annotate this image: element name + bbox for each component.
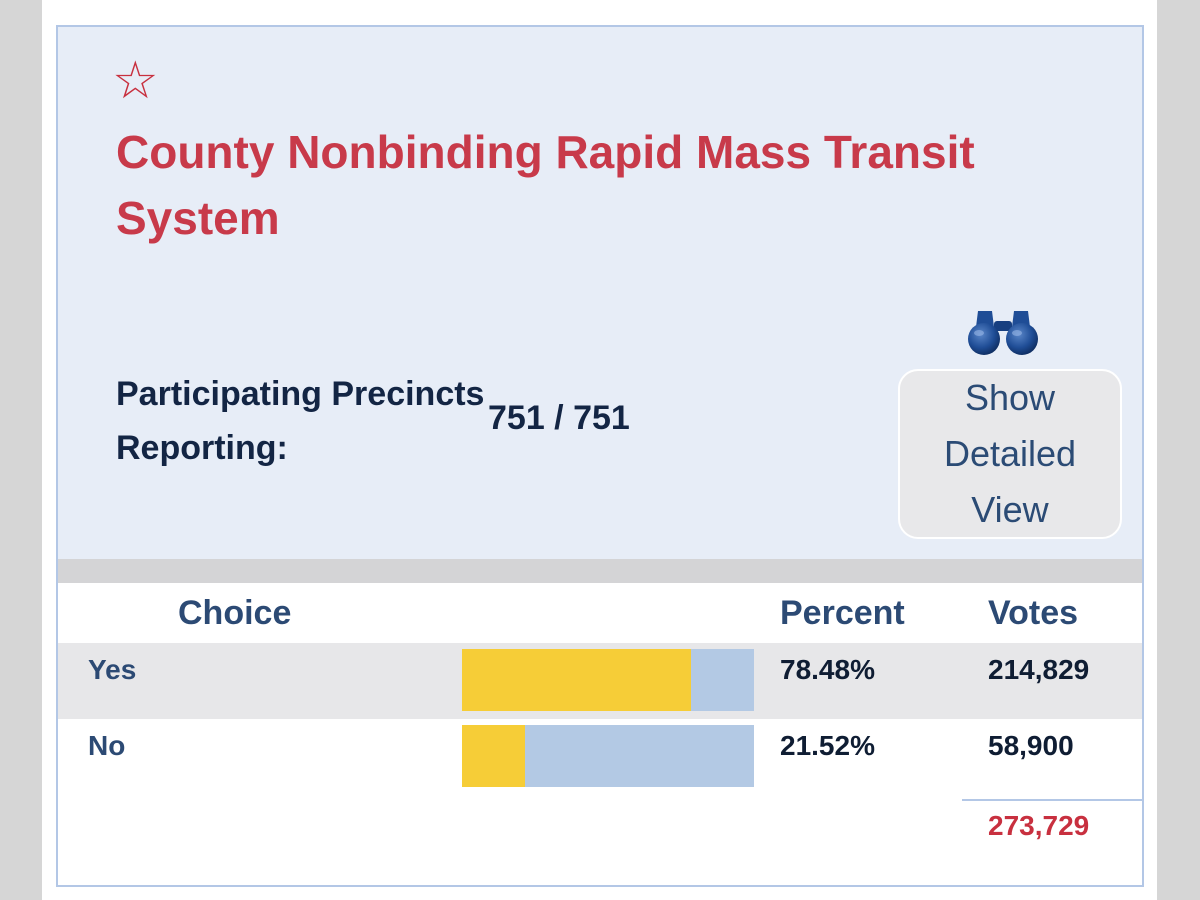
choice-label: No bbox=[88, 730, 126, 761]
precincts-reporting-label: Participating Precincts Reporting: bbox=[116, 375, 485, 467]
column-header-choice: Choice bbox=[178, 594, 292, 632]
star-outline-icon[interactable]: ☆ bbox=[112, 52, 159, 110]
precincts-reporting-value: 751 / 751 bbox=[488, 399, 630, 437]
vote-share-bar-fill bbox=[462, 725, 525, 787]
page: ☆ County Nonbinding Rapid Mass Transit S… bbox=[42, 0, 1157, 900]
vote-share-bar bbox=[462, 725, 754, 787]
total-votes: 273,729 bbox=[988, 810, 1090, 841]
contest-title: County Nonbinding Rapid Mass Transit Sys… bbox=[116, 126, 975, 244]
vote-share-bar-fill bbox=[462, 649, 692, 711]
contest-header: ☆ County Nonbinding Rapid Mass Transit S… bbox=[58, 27, 1142, 559]
choice-label: Yes bbox=[88, 654, 137, 685]
vote-share-bar bbox=[462, 649, 754, 711]
total-divider bbox=[962, 799, 1142, 801]
result-row-no: No 21.52% 58,900 bbox=[58, 719, 1142, 795]
percent-value: 78.48% bbox=[780, 654, 875, 685]
votes-value: 214,829 bbox=[988, 654, 1090, 685]
show-detailed-view-label: Show Detailed View bbox=[943, 377, 1077, 530]
column-header-votes: Votes bbox=[988, 594, 1079, 632]
section-divider bbox=[58, 559, 1142, 583]
column-header-percent: Percent bbox=[780, 594, 905, 632]
contest-card: ☆ County Nonbinding Rapid Mass Transit S… bbox=[56, 25, 1144, 887]
percent-value: 21.52% bbox=[780, 730, 875, 761]
show-detailed-view-button[interactable]: Show Detailed View bbox=[898, 369, 1122, 539]
binoculars-icon[interactable] bbox=[964, 305, 1042, 357]
votes-value: 58,900 bbox=[988, 730, 1074, 761]
result-row-yes: Yes 78.48% 214,829 bbox=[58, 643, 1142, 719]
